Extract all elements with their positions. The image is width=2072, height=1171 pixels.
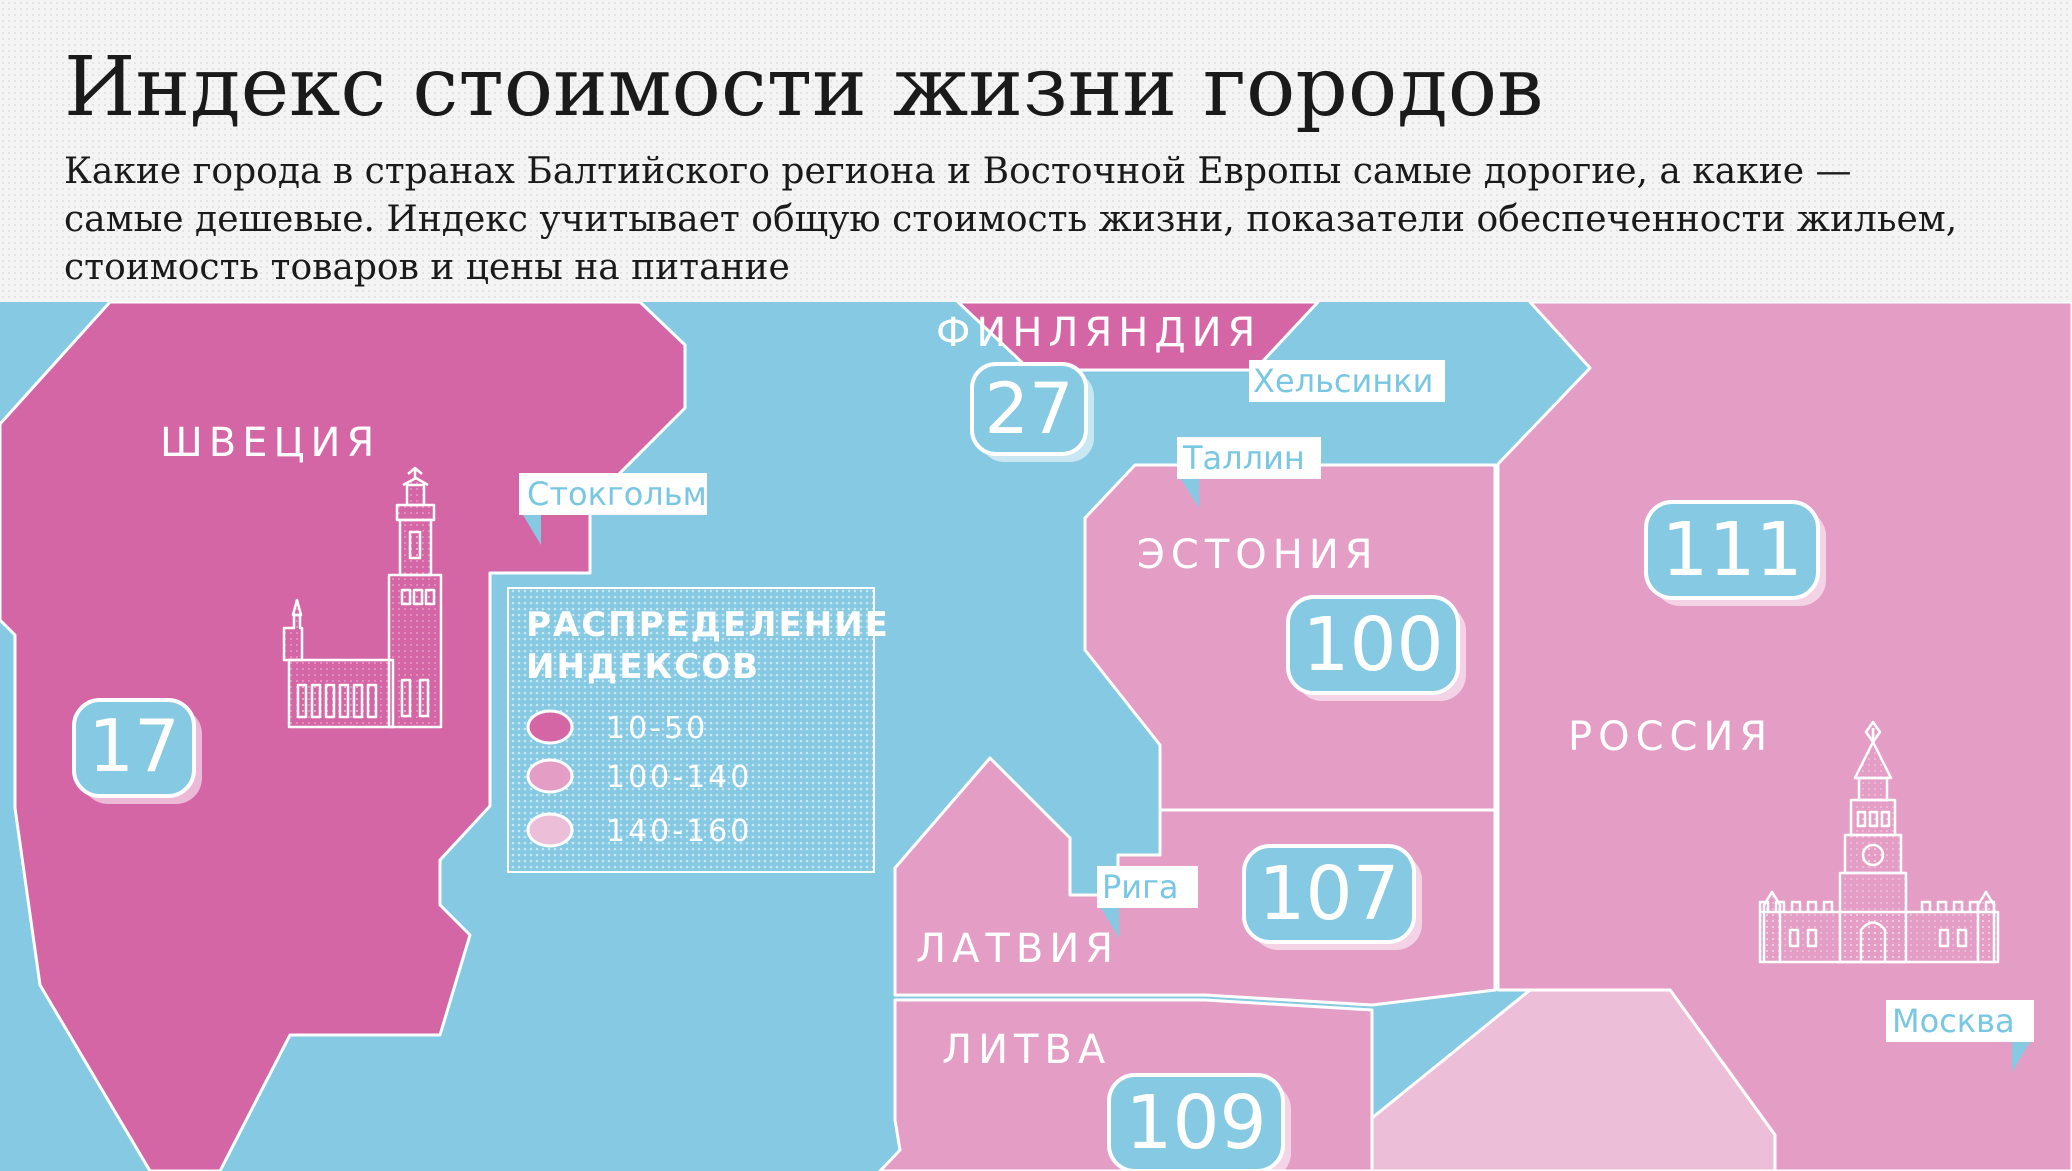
subtitle-line: стоимость товаров и цены на питание [64,247,790,288]
city-name-helsinki: Хельсинки [1253,362,1433,400]
subtitle-line: самые дешевые. Индекс учитывает общую ст… [64,199,1958,240]
country-name-sweden: ШВЕЦИЯ [160,420,380,466]
city-name-moscow: Москва [1892,1002,2015,1040]
legend-swatch [526,812,574,848]
subtitle-line: Какие города в странах Балтийского регио… [64,151,1852,192]
index-value-sweden: 17 [88,704,180,788]
legend: РАСПРЕДЕЛЕНИЕ ИНДЕКСОВ 10-50 100-140 140… [507,587,890,873]
index-value-russia: 111 [1661,507,1802,593]
index-badge-finland: 27 [970,362,1094,462]
city-name-stockholm: Стокгольм [527,475,707,513]
stockholm-city-hall-icon [282,466,443,729]
sweden-region[interactable] [0,302,687,1171]
page-subtitle: Какие города в странах Балтийского регио… [64,148,2024,292]
index-value-finland: 27 [984,368,1073,450]
country-name-russia: РОССИЯ [1568,714,1773,760]
legend-item-label: 100-140 [606,760,752,795]
index-value-lithuania: 109 [1125,1080,1266,1166]
index-badge-sweden: 17 [72,698,202,804]
index-badge-latvia: 107 [1242,844,1422,950]
index-badge-russia: 111 [1644,500,1826,606]
city-label-helsinki: Хельсинки [1249,360,1445,430]
country-name-estonia: ЭСТОНИЯ [1137,532,1379,578]
legend-item-label: 10-50 [606,711,708,746]
country-name-lithuania: ЛИТВА [942,1027,1111,1073]
legend-title-line: ИНДЕКСОВ [526,647,760,687]
header: Индекс стоимости жизни городов Какие гор… [0,0,2072,302]
city-name-tallinn: Таллин [1182,439,1305,477]
legend-title-line: РАСПРЕДЕЛЕНИЕ [526,605,890,645]
kremlin-tower-icon [1758,720,2000,964]
city-label-moscow: Москва [1886,1000,2034,1072]
legend-item-label: 140-160 [606,814,752,849]
index-badge-estonia: 100 [1286,595,1466,701]
legend-swatch [526,709,574,745]
city-label-tallinn: Таллин [1177,437,1321,508]
map: ШВЕЦИЯ ФИНЛЯНДИЯ ЭСТОНИЯ РОССИЯ ЛАТВИЯ Л… [0,302,2072,1171]
city-name-riga: Рига [1102,868,1179,906]
city-label-stockholm: Стокгольм [519,473,707,545]
country-name-latvia: ЛАТВИЯ [916,926,1119,972]
index-value-estonia: 100 [1302,602,1443,688]
legend-swatch [526,758,574,794]
city-label-riga: Рига [1097,866,1198,938]
country-name-finland: ФИНЛЯНДИЯ [936,310,1261,356]
page-title: Индекс стоимости жизни городов [64,40,1544,135]
index-value-latvia: 107 [1258,851,1399,937]
index-badge-lithuania: 109 [1107,1073,1291,1171]
